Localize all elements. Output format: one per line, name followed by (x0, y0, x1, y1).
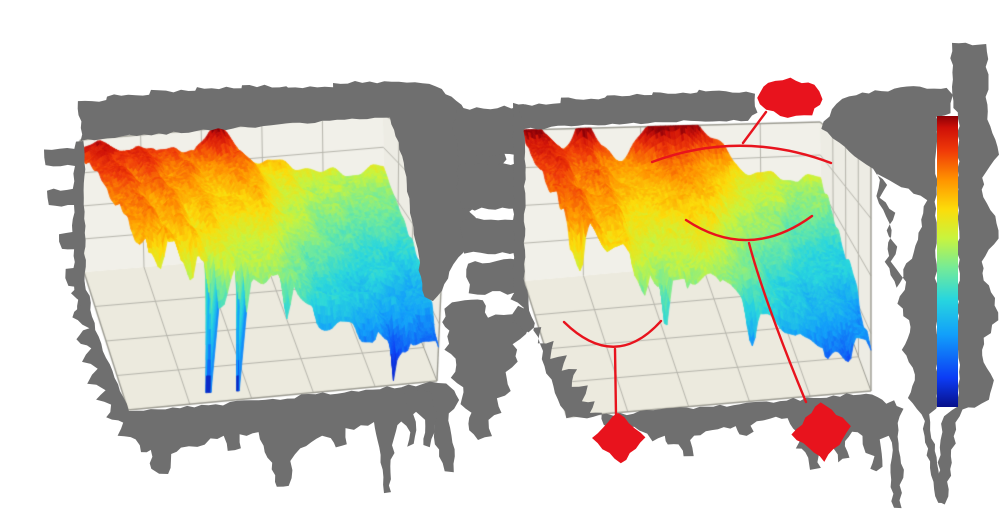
redacted-ticks-left-left-plot (44, 141, 90, 321)
highlight-arc-upper (650, 144, 833, 165)
redacted-tick-blob-4-middle (466, 258, 519, 295)
redacted-tick-blob-3-middle (460, 218, 523, 255)
redacted-ticks-colorbar (937, 42, 999, 505)
redacted-ticks-bottom-right-plot (510, 284, 904, 509)
redacted-labels-layer (44, 42, 999, 509)
redacted-label-between-plots (442, 299, 529, 440)
redacted-annotation-flag-top (757, 77, 823, 118)
redacted-ticks-top-left-plot (77, 81, 507, 302)
redacted-axis-wedge-right (821, 86, 953, 503)
redacted-tick-blob-1-middle (452, 105, 522, 158)
flag-leader-line (741, 110, 768, 145)
redacted-annotation-label-bottom-right (791, 402, 851, 462)
highlight-arc-middle (684, 214, 814, 242)
leader-line-lower-left (613, 347, 618, 417)
highlight-arc-lower-left (562, 319, 663, 348)
redacted-tick-blob-2-middle (456, 162, 521, 211)
redacted-axis-strip-right-plot-left (512, 102, 526, 301)
redacted-ticks-top-right-plot (518, 89, 758, 130)
redacted-annotation-label-bottom-left (592, 412, 646, 464)
redacted-tail-under-left-wall (402, 386, 437, 448)
colorbar (937, 116, 958, 407)
leader-line-middle (747, 241, 808, 404)
red-annotations-layer (562, 77, 851, 464)
redacted-ticks-bottom-left-plot (71, 276, 460, 494)
